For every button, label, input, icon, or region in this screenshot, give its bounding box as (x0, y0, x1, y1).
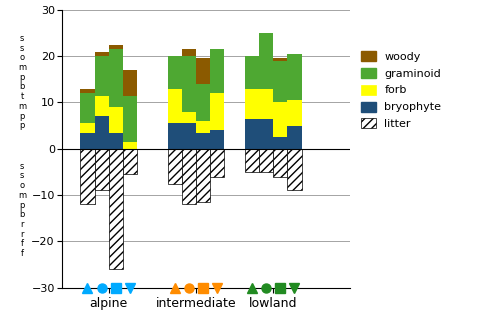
Bar (108, 149, 123, 269)
Bar (168, 56, 182, 89)
Bar (81, 132, 95, 149)
Text: s
s
o
m
p
b
t
m
p
p: s s o m p b t m p p (18, 34, 26, 130)
Bar (273, 59, 288, 61)
Bar (108, 132, 123, 149)
Bar (123, 142, 137, 149)
Bar (168, 123, 182, 149)
Bar (273, 102, 288, 137)
Bar (273, 149, 288, 177)
Bar (288, 100, 301, 126)
Legend: woody, graminoid, forb, bryophyte, litter: woody, graminoid, forb, bryophyte, litte… (359, 49, 444, 131)
Bar (210, 149, 224, 177)
Bar (95, 56, 108, 95)
Bar (108, 107, 123, 132)
Bar (288, 149, 301, 190)
Bar (210, 130, 224, 149)
Bar (196, 121, 210, 132)
Bar (123, 70, 137, 95)
Bar (81, 93, 95, 123)
Bar (182, 56, 196, 112)
Bar (273, 137, 288, 149)
Bar (196, 59, 210, 84)
Bar (81, 123, 95, 132)
Text: s
s
o
m
p
b
r
r
f
f: s s o m p b r r f f (18, 162, 26, 258)
Bar (288, 126, 301, 149)
Bar (108, 49, 123, 107)
Bar (259, 149, 273, 172)
Bar (196, 84, 210, 121)
Bar (95, 116, 108, 149)
Bar (259, 33, 273, 89)
Bar (182, 149, 196, 204)
Bar (95, 149, 108, 190)
Bar (168, 149, 182, 183)
Bar (81, 89, 95, 93)
Bar (182, 112, 196, 123)
Bar (273, 61, 288, 102)
Bar (210, 93, 224, 130)
Bar (259, 119, 273, 149)
Bar (123, 149, 137, 174)
Bar (182, 49, 196, 56)
Bar (245, 119, 259, 149)
Bar (196, 149, 210, 202)
Bar (95, 51, 108, 56)
Bar (245, 56, 259, 89)
Bar (108, 44, 123, 49)
Bar (123, 95, 137, 142)
Bar (168, 89, 182, 123)
Bar (196, 132, 210, 149)
Bar (245, 149, 259, 172)
Bar (81, 149, 95, 204)
Bar (210, 49, 224, 93)
Bar (259, 89, 273, 119)
Bar (288, 54, 301, 100)
Bar (95, 95, 108, 116)
Bar (245, 89, 259, 119)
Bar (182, 123, 196, 149)
